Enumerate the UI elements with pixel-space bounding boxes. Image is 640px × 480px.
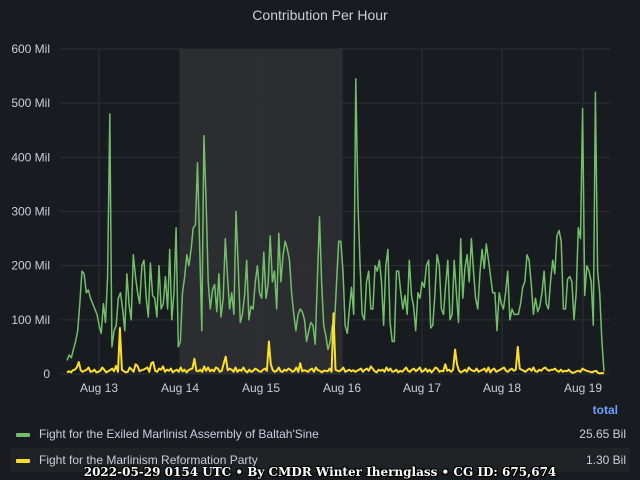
y-tick-label: 100 Mil: [11, 313, 50, 327]
x-tick-label: Aug 18: [483, 381, 521, 395]
x-tick-label: Aug 16: [323, 381, 361, 395]
legend-series-name: Fight for the Marlinism Reformation Part…: [39, 453, 258, 467]
y-tick-label: 600 Mil: [11, 42, 50, 56]
legend-item-series-1[interactable]: Fight for the Marlinism Reformation Part…: [10, 448, 630, 472]
y-tick-label: 300 Mil: [11, 205, 50, 219]
footer-caption: 2022-05-29 0154 UTC • By CMDR Winter Ihe…: [83, 465, 557, 479]
legend-swatch-green: [16, 433, 30, 437]
x-tick-label: Aug 14: [161, 381, 199, 395]
legend-series-total: 1.30 Bil: [585, 453, 626, 467]
series-line-1: [66, 312, 605, 375]
y-tick-label: 200 Mil: [11, 259, 50, 273]
x-tick-label: Aug 15: [242, 381, 280, 395]
y-tick-label: 500 Mil: [11, 96, 50, 110]
y-tick-label: 400 Mil: [11, 150, 50, 164]
legend-swatch-yellow: [16, 459, 30, 463]
x-tick-label: Aug 13: [80, 381, 118, 395]
y-tick-label: 0: [43, 367, 50, 381]
x-tick-label: Aug 17: [403, 381, 441, 395]
chart-title: Contribution Per Hour: [252, 7, 388, 23]
legend-series-name: Fight for the Exiled Marlinist Assembly …: [39, 427, 319, 441]
series-line-0: [66, 78, 605, 372]
legend-series-total: 25.65 Bil: [579, 427, 626, 441]
legend-item-series-0[interactable]: Fight for the Exiled Marlinist Assembly …: [10, 422, 630, 446]
x-tick-label: Aug 19: [564, 381, 602, 395]
legend-header-total[interactable]: total: [592, 403, 618, 417]
